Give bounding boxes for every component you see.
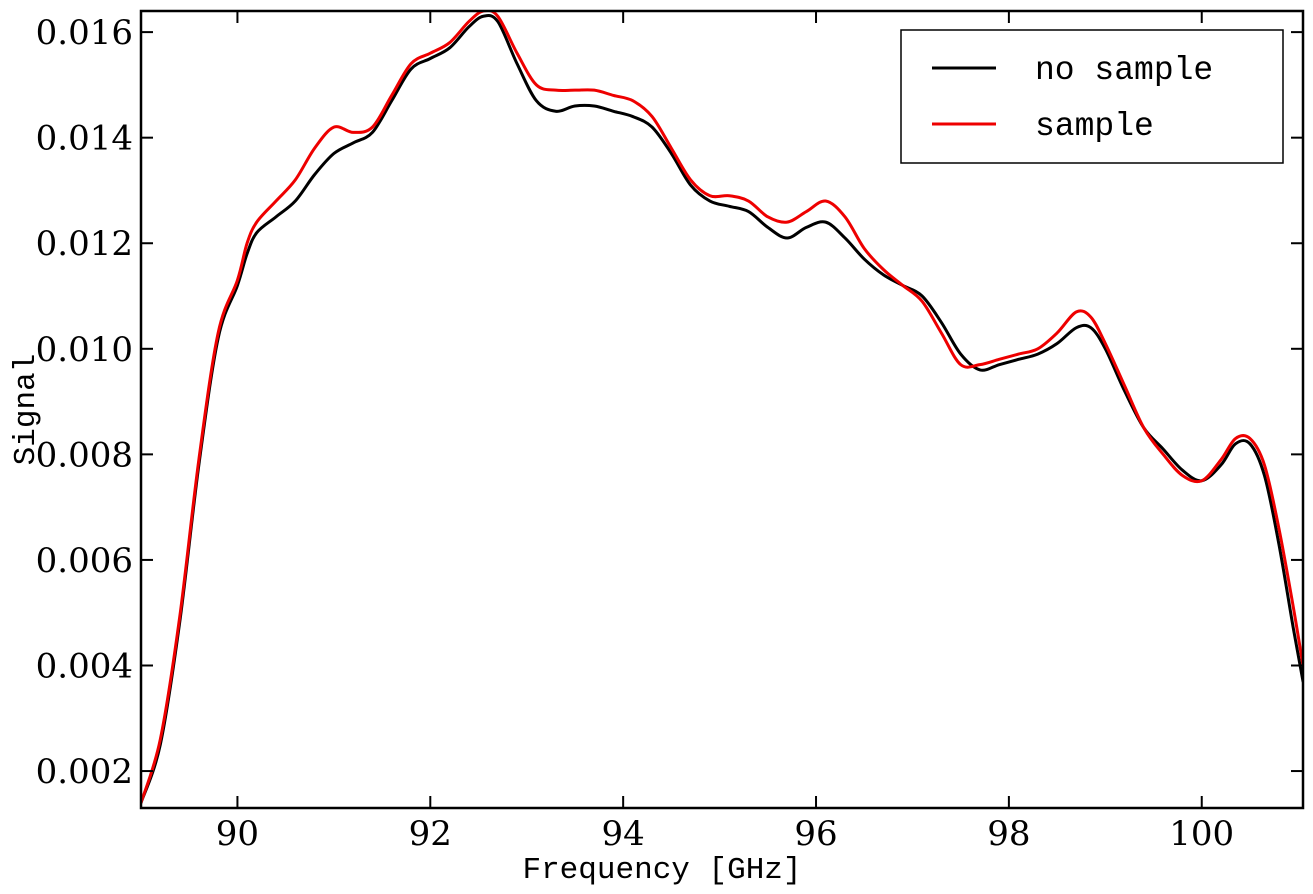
series-line-no-sample <box>141 13 1303 805</box>
y-tick-label: 0.016 <box>36 13 133 53</box>
x-axis-title: Frequency [GHz] <box>522 853 801 888</box>
plot-frame <box>139 9 1305 810</box>
y-tick-label: 0.012 <box>36 224 133 264</box>
y-tick-label: 0.010 <box>36 330 133 370</box>
y-tick-label: 0.002 <box>36 752 133 792</box>
x-tick-label: 92 <box>409 814 452 854</box>
legend-box <box>900 29 1284 164</box>
x-tick-label: 98 <box>987 814 1030 854</box>
y-axis-title: Signal <box>9 354 44 466</box>
y-tick-label: 0.004 <box>36 646 133 686</box>
x-tick-label: 100 <box>1169 814 1234 854</box>
x-tick-label: 90 <box>216 814 259 854</box>
x-axis-ticks: 90 92 94 96 98 100 <box>216 11 1234 854</box>
legend: no sample sample <box>900 29 1284 164</box>
legend-label-no-sample: no sample <box>1035 52 1213 89</box>
x-tick-label: 94 <box>602 814 645 854</box>
y-axis-ticks: 0.002 0.004 0.006 0.008 0.010 0.012 0.014 0.016 <box>36 13 1303 792</box>
series-layer <box>141 11 1303 805</box>
y-tick-label: 0.008 <box>36 435 133 475</box>
x-tick-label: 96 <box>794 814 837 854</box>
y-tick-label: 0.006 <box>36 541 133 581</box>
y-tick-label: 0.014 <box>36 119 133 159</box>
legend-label-sample: sample <box>1035 108 1154 145</box>
series-line-sample <box>141 11 1303 805</box>
